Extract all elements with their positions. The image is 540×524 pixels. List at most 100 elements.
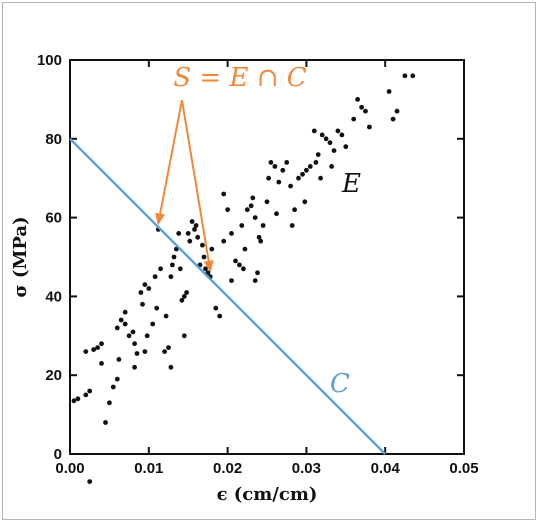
data-point xyxy=(99,341,104,347)
data-point xyxy=(242,246,248,252)
data-point xyxy=(255,270,260,276)
data-point xyxy=(363,108,368,114)
data-point xyxy=(292,207,297,213)
data-point xyxy=(221,238,227,244)
data-point xyxy=(158,266,164,272)
x-tick-label: 0.00 xyxy=(55,460,84,477)
data-point xyxy=(329,164,334,169)
data-point xyxy=(284,160,290,165)
data-point xyxy=(110,384,116,390)
data-point xyxy=(272,164,278,169)
x-tick-label: 0.02 xyxy=(213,460,242,477)
data-point xyxy=(390,116,396,122)
data-point xyxy=(244,207,250,213)
data-point xyxy=(359,104,364,110)
data-point xyxy=(331,148,337,154)
data-point xyxy=(185,231,191,236)
data-point xyxy=(339,132,345,138)
data-point xyxy=(103,420,108,425)
y-tick-label: 60 xyxy=(45,210,62,227)
data-point xyxy=(75,396,81,402)
data-point xyxy=(213,305,219,311)
data-point xyxy=(318,175,323,181)
x-tick-label: 0.05 xyxy=(449,460,478,477)
data-point xyxy=(250,195,256,201)
data-point xyxy=(323,136,329,142)
data-point xyxy=(146,286,152,291)
annotation-arrow xyxy=(181,99,214,273)
data-point xyxy=(138,290,144,295)
data-point xyxy=(195,234,201,240)
data-point xyxy=(386,89,392,94)
figure-frame xyxy=(2,2,536,520)
data-point xyxy=(193,223,199,228)
data-point xyxy=(134,351,140,356)
data-point xyxy=(260,223,266,228)
data-point xyxy=(118,317,124,323)
data-point xyxy=(229,231,234,236)
data-point xyxy=(154,305,160,311)
y-tick-label: 0 xyxy=(54,446,62,463)
data-point xyxy=(264,199,270,205)
data-point xyxy=(132,341,138,347)
data-point xyxy=(307,164,313,169)
data-point xyxy=(311,128,317,134)
data-point xyxy=(144,333,150,339)
data-point xyxy=(189,219,195,224)
data-point xyxy=(142,349,148,354)
x-tick-label: 0.01 xyxy=(134,460,163,477)
chart-labels: ϵ (cm/cm) σ (MPa) E C S = E ∩ C xyxy=(10,63,361,505)
data-point xyxy=(181,294,187,299)
data-point xyxy=(280,167,286,173)
x-tick-label: 0.03 xyxy=(292,460,321,477)
data-point xyxy=(107,400,112,406)
data-point xyxy=(162,349,168,354)
line-label-c: C xyxy=(330,369,350,399)
data-point xyxy=(351,116,357,122)
data-point xyxy=(168,364,174,370)
y-tick-label: 20 xyxy=(45,367,62,384)
data-point xyxy=(71,398,77,404)
intersection-label: S = E ∩ C xyxy=(173,63,306,93)
data-point xyxy=(184,290,190,295)
plot-area-box xyxy=(69,59,465,455)
data-point xyxy=(150,321,156,327)
data-point xyxy=(166,345,171,350)
data-point xyxy=(343,144,349,150)
data-point xyxy=(256,234,262,240)
data-point xyxy=(248,203,254,209)
data-point xyxy=(130,329,136,335)
data-point xyxy=(315,152,321,158)
data-point xyxy=(177,266,183,272)
data-point xyxy=(237,262,242,268)
data-point xyxy=(187,238,193,244)
data-point xyxy=(152,274,158,280)
data-point xyxy=(171,254,177,260)
data-point xyxy=(335,128,341,134)
data-point xyxy=(225,207,231,213)
data-point xyxy=(327,140,333,146)
data-point xyxy=(83,349,89,354)
data-point xyxy=(114,376,120,382)
data-point xyxy=(394,108,400,114)
data-point xyxy=(252,215,258,221)
x-axis-label: ϵ (cm/cm) xyxy=(217,484,318,505)
data-point xyxy=(87,479,93,484)
data-point xyxy=(91,347,96,352)
data-point xyxy=(402,73,408,79)
data-point xyxy=(313,160,319,165)
data-points xyxy=(71,73,416,484)
y-tick-label: 40 xyxy=(45,288,62,305)
data-point xyxy=(241,266,246,272)
annotation-arrows xyxy=(155,99,214,273)
data-point xyxy=(168,274,174,280)
data-point xyxy=(181,333,187,339)
data-point xyxy=(217,313,223,319)
annotation-arrow xyxy=(155,99,183,226)
data-point xyxy=(126,333,132,339)
data-point xyxy=(200,242,205,248)
data-point xyxy=(266,175,271,181)
data-point xyxy=(229,278,234,283)
tick-labels: 0.00 0.01 0.02 0.03 0.04 0.05 0 20 40 60 80 100 xyxy=(37,52,479,477)
